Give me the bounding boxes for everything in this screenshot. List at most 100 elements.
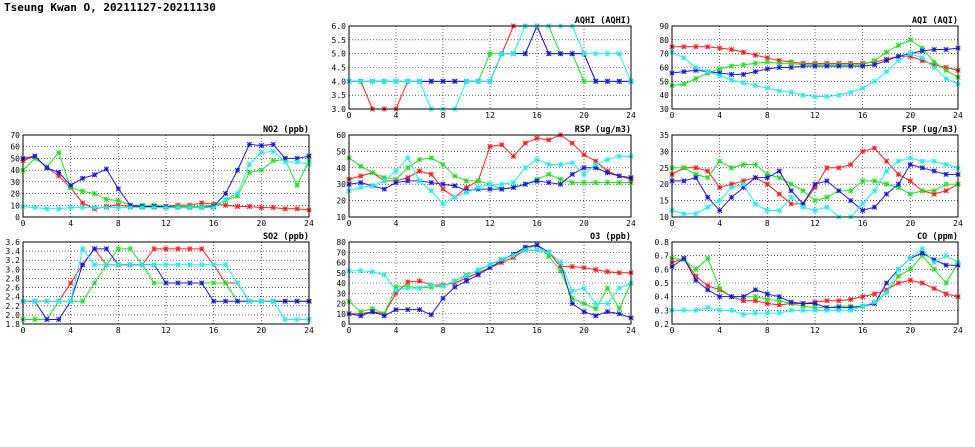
rsp-point-blue [381, 186, 387, 192]
rsp-point-red [593, 158, 599, 164]
fsp-xtick-label: 0 [670, 219, 675, 228]
fsp-point-cyan [824, 204, 830, 210]
no2-point-red [115, 202, 121, 208]
fsp-point-red [740, 178, 747, 184]
no2-point-green [68, 185, 74, 191]
co-point-blue [812, 300, 818, 307]
aqi-point-cyan [705, 68, 711, 75]
so2-ytick-label: 2.0 [6, 311, 21, 320]
aqi-point-cyan [800, 92, 806, 98]
co-point-cyan [919, 246, 925, 252]
o3-point-cyan [604, 300, 611, 307]
co-point-blue [705, 287, 711, 293]
co-point-cyan [681, 307, 687, 313]
co-point-cyan [848, 307, 854, 313]
rsp-point-cyan [604, 156, 611, 163]
co-point-blue [776, 294, 782, 300]
aqi-point-green [752, 60, 759, 67]
o3-point-blue [593, 313, 599, 319]
fsp-point-green [717, 158, 723, 164]
no2-point-green [294, 182, 300, 189]
co-xtick-label: 24 [953, 326, 963, 335]
so2-point-blue [282, 298, 288, 304]
co-point-blue [728, 294, 735, 300]
fsp-point-green [764, 171, 770, 178]
so2-frame [22, 241, 310, 325]
no2-point-red [56, 173, 62, 179]
fsp-ytick-label: 25 [659, 164, 669, 173]
so2-xtick-label: 8 [116, 326, 121, 335]
rsp-point-red [440, 186, 446, 192]
fsp-point-cyan [705, 204, 711, 210]
fsp-point-blue [728, 194, 735, 200]
o3-point-green [358, 309, 364, 315]
fsp-point-red [943, 188, 949, 194]
fsp-point-red [895, 171, 902, 178]
o3-point-cyan [405, 285, 411, 291]
so2-point-cyan [44, 298, 50, 304]
o3-point-cyan [487, 261, 493, 268]
no2-point-cyan [44, 206, 50, 212]
o3-point-blue [452, 284, 458, 290]
no2-point-green [246, 169, 253, 176]
o3-point-blue [487, 264, 493, 271]
o3-point-cyan [616, 285, 622, 291]
aqi-point-cyan [764, 85, 770, 91]
rsp-point-blue [405, 178, 411, 184]
no2-point-green [258, 167, 264, 173]
rsp-point-blue [440, 181, 446, 187]
so2-ytick-label: 2.2 [6, 302, 21, 311]
co-point-cyan [693, 307, 699, 313]
aqhi-point-blue [452, 78, 458, 84]
no2-point-blue [234, 167, 241, 173]
co-point-red [895, 280, 902, 286]
no2-title: NO2 (ppb) [263, 125, 309, 135]
no2-point-blue [222, 190, 229, 197]
o3-point-cyan [381, 272, 387, 278]
aqi-xtick-label: 8 [765, 111, 770, 120]
so2-point-cyan [199, 262, 205, 268]
rsp-point-cyan [581, 171, 587, 178]
rsp-point-cyan [616, 153, 622, 159]
aqhi-xtick-label: 4 [394, 111, 399, 120]
fsp-point-red [764, 181, 770, 187]
so2-point-blue [294, 298, 300, 304]
aqi-point-cyan [740, 80, 747, 86]
no2-point-blue [32, 153, 38, 159]
fsp-point-cyan [776, 207, 782, 214]
so2-point-cyan [211, 262, 217, 268]
o3-xtick-label: 20 [579, 326, 589, 335]
co-point-cyan [883, 289, 890, 296]
co-xtick-label: 4 [717, 326, 722, 335]
fsp-point-red [931, 191, 937, 197]
o3-xtick-label: 12 [485, 326, 495, 335]
aqi-point-blue [764, 66, 770, 72]
fsp-point-cyan [883, 168, 890, 174]
aqhi-ytick-label: 3.0 [332, 105, 347, 114]
so2-point-blue [211, 298, 217, 304]
rsp-point-red [416, 168, 423, 174]
aqi-point-green [764, 59, 770, 65]
so2-point-cyan [139, 262, 145, 268]
co-point-red [740, 298, 747, 304]
no2-point-blue [91, 172, 98, 178]
o3-point-red [557, 263, 564, 270]
rsp-point-red [534, 135, 540, 141]
no2-point-cyan [115, 204, 121, 211]
so2-point-cyan [127, 262, 133, 268]
co-title: CO (ppm) [917, 232, 958, 242]
fsp-ytick-label: 15 [659, 197, 669, 206]
fsp-point-blue [943, 171, 949, 178]
fsp-point-blue [931, 168, 937, 174]
rsp-point-cyan [440, 201, 446, 207]
so2-point-cyan [32, 298, 38, 304]
fsp-point-blue [681, 178, 687, 184]
no2-point-green [103, 196, 110, 203]
aqi-point-green [871, 57, 878, 64]
so2-point-green [115, 246, 121, 252]
o3-xtick-label: 16 [532, 326, 542, 335]
rsp-point-blue [557, 181, 564, 187]
rsp-point-red [581, 152, 587, 158]
fsp-point-green [860, 178, 866, 184]
no2-point-blue [294, 155, 300, 162]
